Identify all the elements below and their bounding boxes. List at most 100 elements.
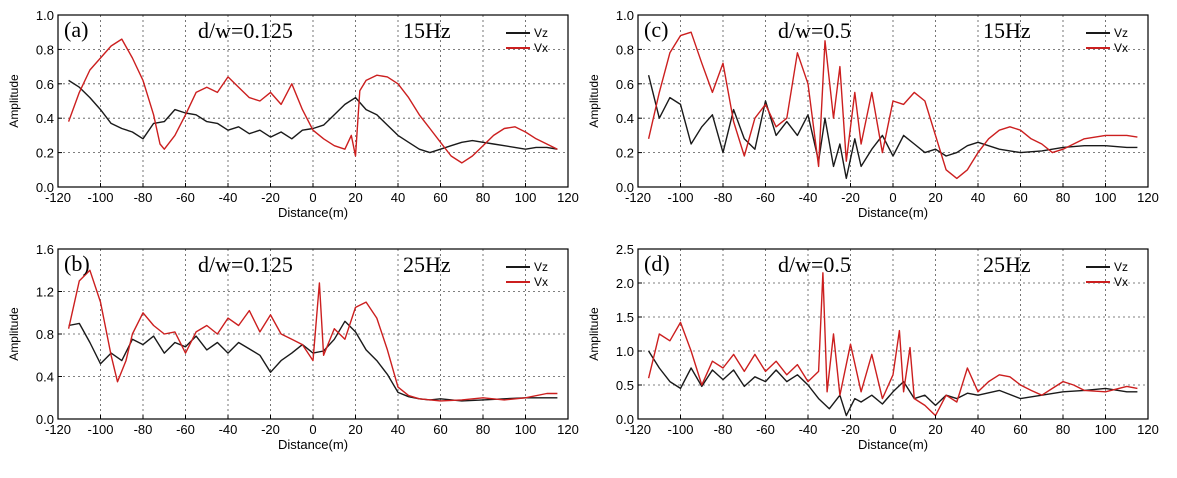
x-tick-label: -80 bbox=[134, 190, 153, 205]
x-tick-label: 0 bbox=[889, 190, 896, 205]
x-tick-label: -120 bbox=[625, 190, 651, 205]
x-tick-label: -40 bbox=[219, 422, 238, 437]
x-tick-label: -120 bbox=[625, 422, 651, 437]
x-axis-label: Distance(m) bbox=[278, 205, 348, 220]
panel-frequency: 15Hz bbox=[983, 18, 1031, 43]
x-tick-label: 40 bbox=[971, 190, 985, 205]
series-line-vz bbox=[68, 79, 558, 154]
y-tick-label: 1.6 bbox=[36, 242, 54, 257]
y-tick-label: 1.5 bbox=[616, 310, 634, 325]
x-tick-label: 0 bbox=[309, 422, 316, 437]
x-tick-label: 60 bbox=[1013, 190, 1027, 205]
x-tick-label: 20 bbox=[348, 190, 362, 205]
x-tick-label: -120 bbox=[45, 422, 71, 437]
x-tick-label: 20 bbox=[928, 190, 942, 205]
y-tick-label: 0.0 bbox=[36, 412, 54, 427]
x-tick-label: -100 bbox=[667, 190, 693, 205]
x-axis-label: Distance(m) bbox=[278, 437, 348, 452]
legend-label-vx: Vx bbox=[534, 41, 548, 55]
y-tick-label: 2.0 bbox=[616, 276, 634, 291]
x-tick-label: 80 bbox=[1056, 190, 1070, 205]
x-tick-label: -60 bbox=[756, 422, 775, 437]
y-tick-label: 0.4 bbox=[36, 370, 54, 385]
panel-title: d/w=0.5 bbox=[778, 18, 851, 43]
panel-title: d/w=0.125 bbox=[198, 252, 293, 277]
x-tick-label: 60 bbox=[433, 422, 447, 437]
y-tick-label: 0.0 bbox=[616, 180, 634, 195]
x-tick-label: -80 bbox=[714, 422, 733, 437]
x-tick-label: 40 bbox=[391, 190, 405, 205]
x-tick-label: -20 bbox=[841, 190, 860, 205]
y-tick-label: 1.2 bbox=[36, 285, 54, 300]
legend-label-vx: Vx bbox=[1114, 275, 1128, 289]
panel-frequency: 25Hz bbox=[403, 252, 451, 277]
y-tick-label: 0.0 bbox=[616, 412, 634, 427]
x-tick-label: -100 bbox=[87, 422, 113, 437]
x-tick-label: 80 bbox=[476, 422, 490, 437]
x-tick-label: 100 bbox=[515, 422, 537, 437]
y-axis-label: Amplitude bbox=[7, 307, 21, 361]
x-tick-label: -40 bbox=[799, 422, 818, 437]
legend-label-vz: Vz bbox=[1114, 26, 1128, 40]
y-tick-label: 0.8 bbox=[616, 42, 634, 57]
y-tick-label: 0.2 bbox=[36, 146, 54, 161]
x-tick-label: 0 bbox=[889, 422, 896, 437]
x-tick-label: 100 bbox=[1095, 422, 1117, 437]
series-line-vx bbox=[647, 31, 1138, 180]
x-tick-label: -40 bbox=[219, 190, 238, 205]
x-axis-label: Distance(m) bbox=[858, 205, 928, 220]
x-tick-label: 0 bbox=[309, 190, 316, 205]
x-tick-label: 120 bbox=[557, 422, 579, 437]
panel-label: (a) bbox=[64, 17, 88, 42]
x-tick-label: 40 bbox=[971, 422, 985, 437]
y-tick-label: 0.8 bbox=[36, 42, 54, 57]
y-tick-label: 1.0 bbox=[36, 8, 54, 23]
x-tick-label: -40 bbox=[799, 190, 818, 205]
series-line-vx bbox=[67, 269, 558, 402]
y-tick-label: 0.5 bbox=[616, 378, 634, 393]
x-tick-label: 80 bbox=[476, 190, 490, 205]
x-tick-label: 40 bbox=[391, 422, 405, 437]
panel-b: -120 -100 -80 -60 -40 -20 0 20 40 60 80 100 120 0.0 0.… bbox=[7, 242, 579, 452]
y-tick-label: 2.5 bbox=[616, 242, 634, 257]
panel-frequency: 25Hz bbox=[983, 252, 1031, 277]
x-tick-label: -20 bbox=[841, 422, 860, 437]
x-tick-label: 60 bbox=[433, 190, 447, 205]
panel-label: (c) bbox=[644, 17, 668, 42]
panel-label: (d) bbox=[644, 251, 670, 276]
legend-label-vx: Vx bbox=[1114, 41, 1128, 55]
x-tick-label: -80 bbox=[714, 190, 733, 205]
x-tick-label: 20 bbox=[348, 422, 362, 437]
series-line-vx bbox=[67, 38, 558, 164]
y-tick-label: 0.6 bbox=[36, 77, 54, 92]
x-tick-label: -80 bbox=[134, 422, 153, 437]
x-tick-label: 80 bbox=[1056, 422, 1070, 437]
panel-a: -120 -100 -80 -60 -40 -20 0 20 40 60 80 100 120 0.0 0.… bbox=[7, 8, 579, 220]
x-tick-label: 100 bbox=[515, 190, 537, 205]
legend-label-vx: Vx bbox=[534, 275, 548, 289]
panel-label: (b) bbox=[64, 251, 90, 276]
x-axis-label: Distance(m) bbox=[858, 437, 928, 452]
panel-title: d/w=0.125 bbox=[198, 18, 293, 43]
legend-label-vz: Vz bbox=[1114, 260, 1128, 274]
panel-title: d/w=0.5 bbox=[778, 252, 851, 277]
x-tick-label: -20 bbox=[261, 422, 280, 437]
x-tick-label: -100 bbox=[667, 422, 693, 437]
y-tick-label: 0.0 bbox=[36, 180, 54, 195]
y-tick-label: 1.0 bbox=[616, 344, 634, 359]
y-tick-label: 0.4 bbox=[616, 111, 634, 126]
y-axis-label: Amplitude bbox=[7, 74, 21, 128]
x-tick-label: -60 bbox=[176, 190, 195, 205]
x-tick-label: -100 bbox=[87, 190, 113, 205]
x-tick-label: -20 bbox=[261, 190, 280, 205]
y-tick-label: 0.2 bbox=[616, 146, 634, 161]
y-tick-label: 0.4 bbox=[36, 111, 54, 126]
y-axis-label: Amplitude bbox=[587, 307, 601, 361]
series-line-vz bbox=[648, 350, 1138, 417]
legend-label-vz: Vz bbox=[534, 260, 548, 274]
y-tick-label: 0.6 bbox=[616, 77, 634, 92]
panel-c: -120 -100 -80 -60 -40 -20 0 20 40 60 80 100 120 0.0 0.… bbox=[587, 8, 1159, 220]
legend-label-vz: Vz bbox=[534, 26, 548, 40]
x-tick-label: 120 bbox=[1137, 422, 1159, 437]
